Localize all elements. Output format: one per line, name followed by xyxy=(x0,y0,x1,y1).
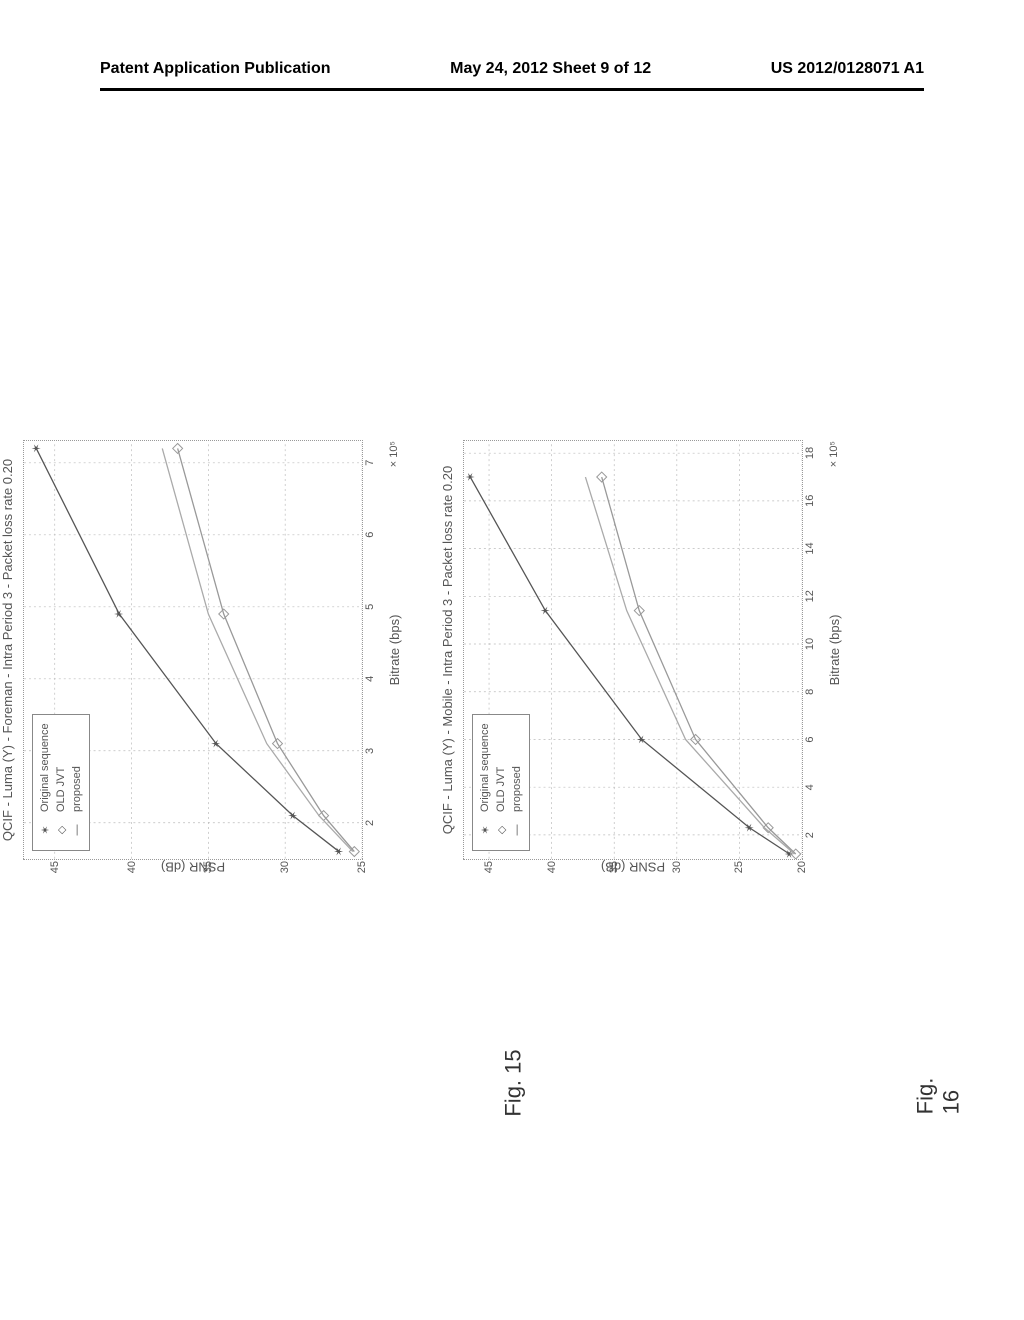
header-left: Patent Application Publication xyxy=(100,60,331,78)
svg-text:✶: ✶ xyxy=(112,609,126,619)
legend-label: proposed xyxy=(511,766,523,812)
legend-row: ◇ OLD JVT xyxy=(493,723,509,842)
line-icon: — xyxy=(71,818,83,842)
star-icon: ✶ xyxy=(39,818,52,842)
y-ticks-16: 202530354045 xyxy=(464,861,802,885)
legend-label: OLD JVT xyxy=(55,767,67,812)
svg-text:✶: ✶ xyxy=(538,606,552,616)
plot-area-16: ✶ ✶ ✶ ✶ ✶ ✶ Original sequence ◇ OLD JVT — pr… xyxy=(463,440,803,860)
x-scale-15: × 10⁵ xyxy=(388,441,400,467)
legend-row: — proposed xyxy=(509,723,525,842)
svg-text:✶: ✶ xyxy=(332,847,346,857)
y-ticks-15: 2530354045 xyxy=(24,861,362,885)
chart-title-16: QCIF - Luma (Y) - Mobile - Intra Period … xyxy=(440,390,455,910)
header-right: US 2012/0128071 A1 xyxy=(771,60,924,78)
figure-label-16: Fig. 16 xyxy=(912,1078,964,1115)
chart-title-15: QCIF - Luma (Y) - Foreman - Intra Period… xyxy=(0,390,15,910)
chart-fig16: QCIF - Luma (Y) - Mobile - Intra Period … xyxy=(440,390,880,910)
x-axis-label-16: Bitrate (bps) xyxy=(827,390,842,910)
legend-row: — proposed xyxy=(69,723,85,842)
svg-text:✶: ✶ xyxy=(464,472,477,482)
plot-area-15: ✶ ✶ ✶ ✶ ✶ ✶ Original sequence ◇ OLD JVT — pr… xyxy=(23,440,363,860)
legend-16: ✶ Original sequence ◇ OLD JVT — proposed xyxy=(472,714,530,851)
diamond-icon: ◇ xyxy=(55,818,68,842)
legend-label: Original sequence xyxy=(39,723,51,812)
x-axis-label-15: Bitrate (bps) xyxy=(387,390,402,910)
star-icon: ✶ xyxy=(479,818,492,842)
legend-label: OLD JVT xyxy=(495,767,507,812)
figure-label-15: Fig. 15 xyxy=(501,1049,527,1116)
svg-text:✶: ✶ xyxy=(209,739,223,749)
legend-row: ◇ OLD JVT xyxy=(53,723,69,842)
page-body: QCIF - Luma (Y) - Foreman - Intra Period… xyxy=(100,150,924,1260)
header-center: May 24, 2012 Sheet 9 of 12 xyxy=(450,60,651,78)
header-divider xyxy=(100,88,924,91)
x-ticks-15: 234567 xyxy=(364,441,380,859)
x-scale-16: × 10⁵ xyxy=(828,441,840,467)
legend-label: proposed xyxy=(71,766,83,812)
legend-row: ✶ Original sequence xyxy=(477,723,493,842)
svg-text:✶: ✶ xyxy=(742,823,756,833)
svg-text:✶: ✶ xyxy=(635,734,649,744)
legend-15: ✶ Original sequence ◇ OLD JVT — proposed xyxy=(32,714,90,851)
legend-label: Original sequence xyxy=(479,723,491,812)
svg-text:✶: ✶ xyxy=(286,811,300,821)
diamond-icon: ◇ xyxy=(495,818,508,842)
x-ticks-16: 24681012141618 xyxy=(804,441,820,859)
chart-fig15: QCIF - Luma (Y) - Foreman - Intra Period… xyxy=(0,390,440,910)
line-icon: — xyxy=(511,818,523,842)
legend-row: ✶ Original sequence xyxy=(37,723,53,842)
svg-text:✶: ✶ xyxy=(29,443,43,453)
